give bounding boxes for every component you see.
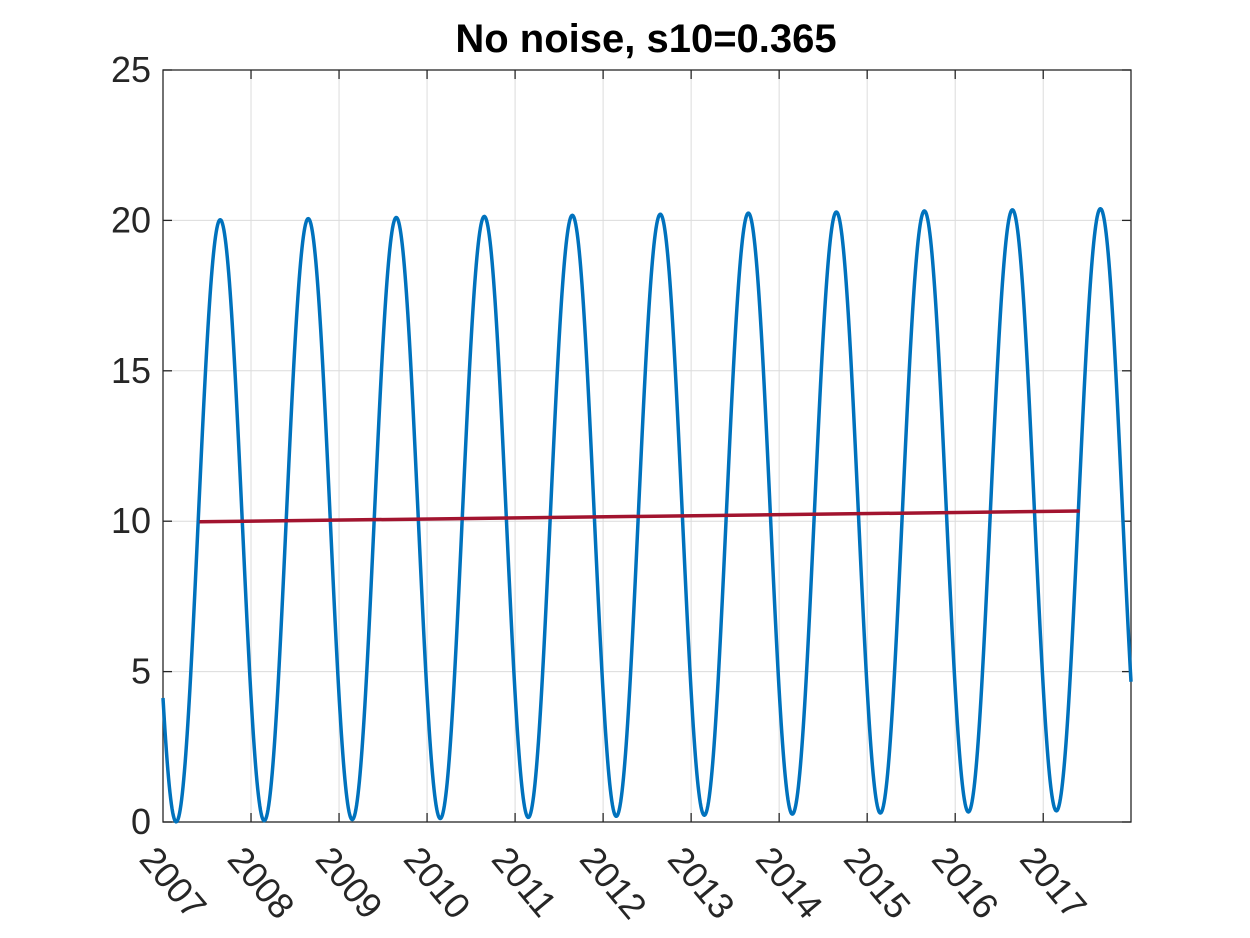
series-line-trend <box>199 509 1080 524</box>
x-tick-label: 2011 <box>484 839 565 925</box>
y-tick-label: 10 <box>111 500 151 541</box>
chart-title: No noise, s10=0.365 <box>455 17 836 61</box>
y-tick-label: 15 <box>111 350 151 391</box>
y-axis-tick-labels: 0 5 10 15 20 25 <box>111 49 151 842</box>
x-tick-label: 2009 <box>308 839 391 927</box>
x-tick-label: 2017 <box>1012 839 1095 927</box>
x-tick-label: 2012 <box>572 839 655 927</box>
axis-ticks <box>163 69 1131 823</box>
x-tick-label: 2014 <box>748 839 831 927</box>
x-tick-label: 2007 <box>132 839 215 927</box>
y-tick-label: 5 <box>131 651 151 692</box>
x-tick-label: 2010 <box>396 839 479 927</box>
x-tick-label: 2008 <box>220 839 303 927</box>
x-tick-label: 2013 <box>660 839 743 927</box>
y-tick-label: 0 <box>131 801 151 842</box>
y-tick-label: 25 <box>111 49 151 90</box>
x-axis-tick-labels: 2007 2008 2009 2010 2011 2012 2013 2014 2015 2016… <box>132 839 1095 927</box>
series-layer <box>161 206 1133 824</box>
grid <box>163 70 1131 822</box>
series-line-seasonal <box>161 206 1133 824</box>
x-tick-label: 2016 <box>924 839 1007 927</box>
plot-area <box>162 69 1132 823</box>
y-tick-label: 20 <box>111 199 151 240</box>
x-tick-label: 2015 <box>836 839 919 927</box>
